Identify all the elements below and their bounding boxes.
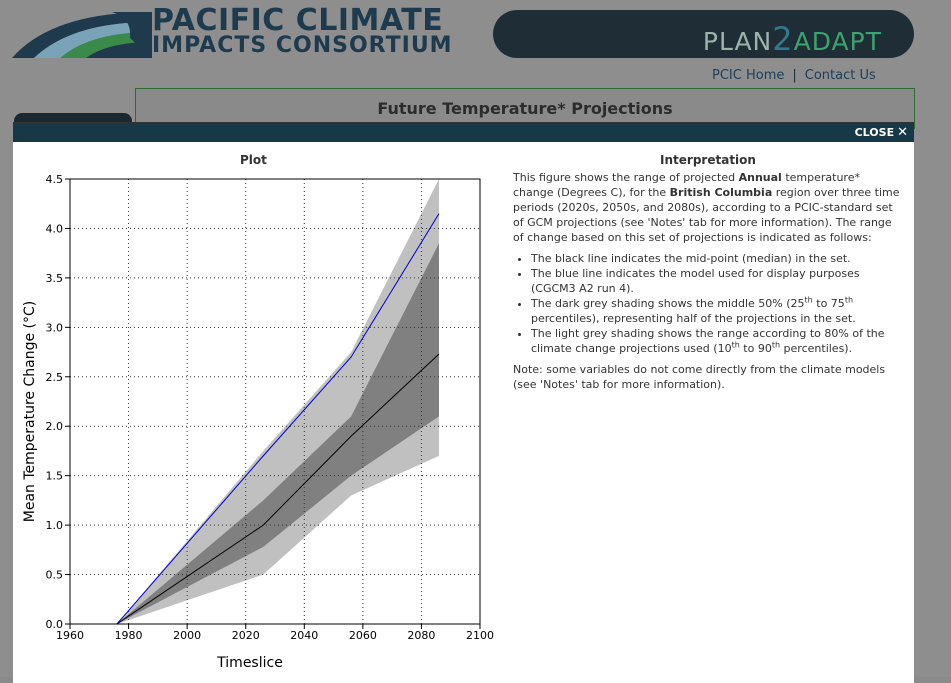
y-tick-label: 2.5 [46,371,64,384]
page-title: Future Temperature* Projections [377,99,673,118]
legend-dark-band-item: The dark grey shading shows the middle 5… [531,296,903,326]
x-tick-label: 2080 [407,629,435,642]
b4-a: The light grey shading shows the range a… [531,327,885,355]
x-tick-label: 2020 [232,629,260,642]
b3-sup2: th [844,295,854,305]
top-links: PCIC Home | Contact Us [712,68,876,83]
pcic-home-link[interactable]: PCIC Home [712,68,785,83]
interp-text-e: region over three time periods (2020s, 2… [513,186,900,244]
plot-frame [69,178,481,625]
pcic-logo-text: PACIFIC CLIMATE IMPACTS CONSORTIUM [152,3,453,59]
legend-median-item: The black line indicates the mid-point (… [531,251,903,266]
close-icon: ✕ [897,125,908,140]
temperature-chart: 1960 1980 2000 2020 2040 2060 2080 2100 0.0 0.5 1.… [22,173,494,671]
plan2adapt-banner[interactable]: PLAN2ADAPT [493,10,914,58]
plot-heading: Plot [240,153,267,167]
interpretation-heading: Interpretation [660,153,756,167]
legend-light-band-item: The light grey shading shows the range a… [531,326,903,356]
median-line [116,353,440,625]
x-tick-label: 1960 [56,629,84,642]
logo-line2: IMPACTS CONSORTIUM [152,33,453,58]
close-label: CLOSE [854,126,895,139]
model-line [116,213,440,625]
close-button[interactable]: CLOSE ✕ [855,125,908,140]
y-tick-label: 4.5 [46,173,64,186]
b4-sup2: th [771,340,781,350]
b4-sup1: th [731,340,740,350]
pcic-swoosh-icon [12,12,152,58]
interp-period: Annual [738,171,782,184]
y-tick-label: 3.5 [46,272,64,285]
adapt-text: ADAPT [793,27,882,56]
x-axis-label: Timeslice [216,655,283,671]
plan-text: PLAN [702,27,773,56]
x-tick-label: 2060 [349,629,377,642]
y-tick-label: 1.5 [46,470,64,483]
y-tick-label: 3.0 [46,321,64,334]
y-axis-label: Mean Temperature Change (°C) [22,301,38,522]
interpretation-paragraph: This figure shows the range of projected… [513,170,903,245]
b3-sup1: th [804,295,813,305]
y-tick-label: 2.0 [46,420,64,433]
y-tick-label: 4.0 [46,222,64,235]
plan2adapt-logo: PLAN2ADAPT [703,20,882,58]
b3-b: to 75 [812,297,845,310]
interpretation-panel: Interpretation This figure shows the ran… [513,153,903,398]
y-tick-label: 0.0 [46,618,64,631]
legend-list: The black line indicates the mid-point (… [513,251,903,356]
y-tick-label: 1.0 [46,519,64,532]
x-tick-label: 2040 [290,629,318,642]
logo-line1: PACIFIC CLIMATE [152,3,444,38]
interp-text-a: This figure shows the range of projected [513,171,739,184]
b3-a: The dark grey shading shows the middle 5… [531,297,805,310]
contact-us-link[interactable]: Contact Us [804,68,876,83]
legend-model-item: The blue line indicates the model used f… [531,266,903,296]
b4-c: percentiles). [780,342,853,355]
modal-title-bar: CLOSE ✕ [13,123,914,142]
interp-text-c: temperature* change (Degrees C), for the [513,171,860,199]
x-tick-label: 2000 [173,629,201,642]
x-tick-label: 1980 [115,629,143,642]
link-separator: | [792,68,797,83]
pcic-logo[interactable]: PACIFIC CLIMATE IMPACTS CONSORTIUM [12,3,457,60]
plot-modal: CLOSE ✕ Plot 1960 1980 2000 2020 2040 2060 2080… [13,122,914,683]
band-p25-p75 [116,243,439,624]
b3-c: percentiles), representing half of the p… [531,312,856,325]
interpretation-note: Note: some variables do not come directl… [513,363,886,391]
plan-two-text: 2 [772,20,794,58]
x-tick-label: 2100 [466,629,494,642]
b4-b: to 90 [739,342,772,355]
interp-region: British Columbia [669,186,773,199]
y-tick-label: 0.5 [46,569,64,582]
